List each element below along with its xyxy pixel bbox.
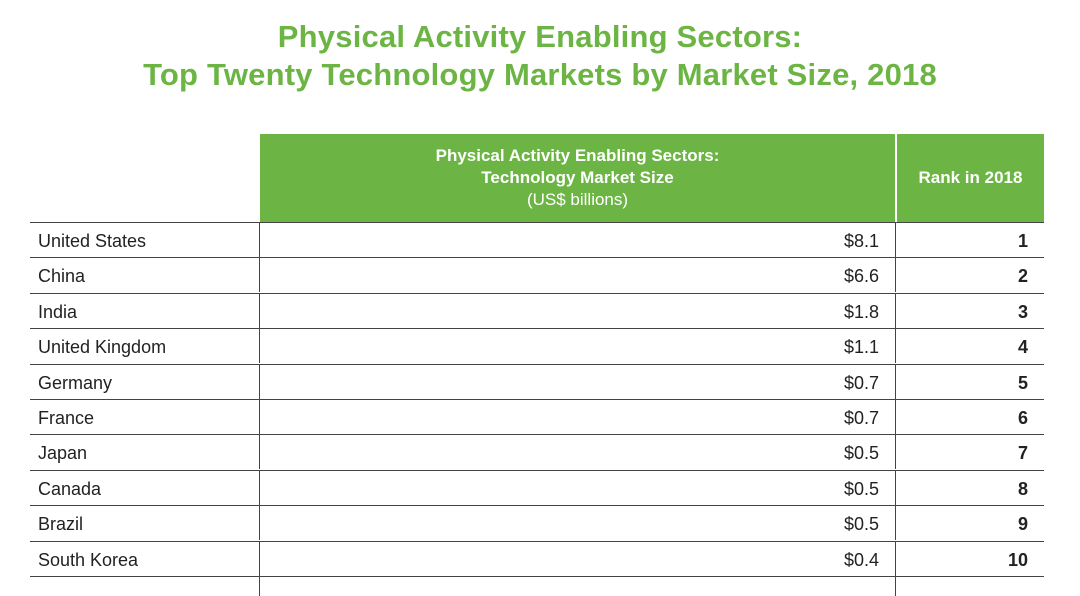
rank-cell-text: 10 xyxy=(1007,549,1028,570)
rank-cell-text: 4 xyxy=(1017,337,1028,358)
table-row: United Kingdom $1.1 4 xyxy=(30,329,1044,365)
market-size-cell: $0.4 xyxy=(259,541,887,576)
market-size-cell: $0.5 xyxy=(259,506,887,541)
rank-cell-text: 7 xyxy=(1017,443,1028,464)
rank-cell: 4 xyxy=(895,329,1036,364)
title-line-1: Physical Activity Enabling Sectors: xyxy=(277,19,803,54)
header-blank-cell xyxy=(30,134,258,222)
table-row: South Korea $0.4 10 xyxy=(30,541,1044,577)
rank-cell-text: 3 xyxy=(1017,301,1028,322)
rank-cell: 6 xyxy=(895,399,1036,434)
country-cell: Canada xyxy=(38,478,102,499)
table-row: China $6.6 2 xyxy=(30,258,1044,294)
market-size-cell-text: $0.5 xyxy=(843,514,879,535)
market-table: Physical Activity Enabling Sectors: Tech… xyxy=(30,134,1044,596)
header-rank: Rank in 2018 xyxy=(897,134,1044,222)
chart-title: Physical Activity Enabling Sectors: Top … xyxy=(0,18,1080,94)
market-size-cell: $8.1 xyxy=(259,223,887,257)
rank-cell: 2 xyxy=(895,258,1036,293)
country-cell: France xyxy=(38,407,95,428)
table-row: Germany $0.7 5 xyxy=(30,364,1044,400)
rank-cell: 7 xyxy=(895,435,1036,470)
table-row: France $0.7 6 xyxy=(30,399,1044,436)
header-market-size-line-1: Physical Activity Enabling Sectors: xyxy=(435,146,720,165)
country-cell: United States xyxy=(38,231,147,251)
rank-cell: 3 xyxy=(895,293,1036,328)
table-row: Brazil $0.5 9 xyxy=(30,506,1044,542)
header-market-size-unit: (US$ billions) xyxy=(526,190,629,209)
table-continuation xyxy=(30,576,1044,596)
market-size-cell: $0.7 xyxy=(259,399,887,434)
column-divider xyxy=(895,576,896,596)
table-row: Japan $0.5 7 xyxy=(30,435,1044,471)
rank-cell: 5 xyxy=(895,364,1036,399)
market-size-cell-text: $0.7 xyxy=(843,372,879,393)
table-row: India $1.8 3 xyxy=(30,293,1044,330)
header-market-size-line-2: Technology Market Size xyxy=(481,168,674,187)
market-size-cell-text: $0.5 xyxy=(843,443,879,464)
rank-cell-text: 2 xyxy=(1017,266,1028,287)
country-cell: Brazil xyxy=(38,514,84,535)
rank-cell: 9 xyxy=(895,506,1036,541)
market-size-cell-text: $1.8 xyxy=(843,301,879,322)
market-size-cell-text: $0.4 xyxy=(843,549,879,570)
market-size-cell: $0.5 xyxy=(259,435,887,470)
table-row: Canada $0.5 8 xyxy=(30,470,1044,507)
country-cell: India xyxy=(38,301,78,322)
country-cell: China xyxy=(38,266,86,287)
table-header: Physical Activity Enabling Sectors: Tech… xyxy=(30,134,1044,222)
rank-cell-text: 5 xyxy=(1017,372,1028,393)
market-size-cell-text: $6.6 xyxy=(843,266,879,287)
rank-cell: 8 xyxy=(895,470,1036,505)
table-body: United States $8.1 1 China $6.6 2 India $1.8 3 Un… xyxy=(30,222,1044,577)
country-cell: Japan xyxy=(38,443,88,464)
market-size-cell-text: $1.1 xyxy=(843,337,879,358)
rank-cell: 10 xyxy=(895,541,1036,576)
market-size-cell: $1.1 xyxy=(259,329,887,364)
table-row: United States $8.1 1 xyxy=(30,223,1044,259)
market-size-cell: $6.6 xyxy=(259,258,887,293)
market-size-cell-text: $0.5 xyxy=(843,478,879,499)
rank-cell-text: 1 xyxy=(1017,231,1028,251)
market-size-cell: $0.5 xyxy=(259,470,887,505)
title-line-2: Top Twenty Technology Markets by Market … xyxy=(143,57,937,92)
rank-cell-text: 6 xyxy=(1017,407,1028,428)
country-cell: United Kingdom xyxy=(38,337,167,358)
header-market-size: Physical Activity Enabling Sectors: Tech… xyxy=(260,134,895,222)
market-size-cell: $1.8 xyxy=(259,293,887,328)
rank-cell-text: 9 xyxy=(1017,514,1028,535)
market-size-cell: $0.7 xyxy=(259,364,887,399)
rank-cell: 1 xyxy=(895,223,1036,257)
rank-cell-text: 8 xyxy=(1017,478,1028,499)
market-size-cell-text: $0.7 xyxy=(843,407,879,428)
country-cell: South Korea xyxy=(38,549,139,570)
column-divider xyxy=(259,576,260,596)
country-cell: Germany xyxy=(38,372,113,393)
market-size-cell-text: $8.1 xyxy=(843,231,879,251)
